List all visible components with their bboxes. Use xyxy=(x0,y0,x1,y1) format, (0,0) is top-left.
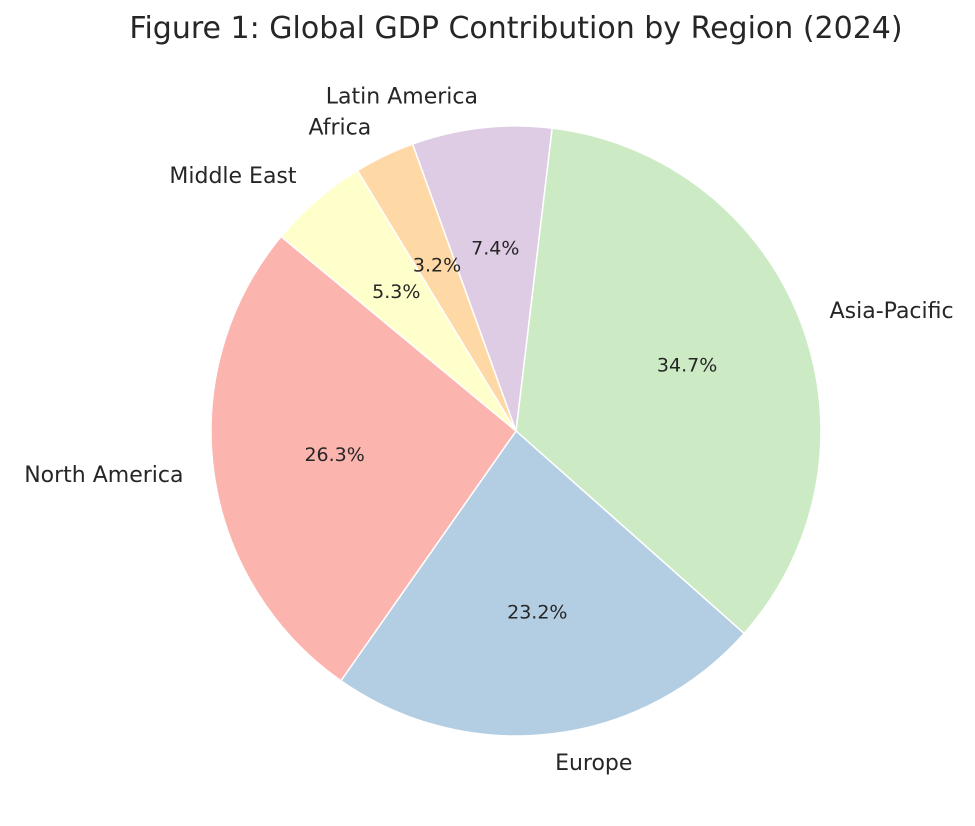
pie-slice-north-america xyxy=(210,235,518,682)
slice-label-middle-east: Middle East xyxy=(169,164,297,189)
pie-slice-europe xyxy=(339,429,746,737)
pct-label-latin-america: 7.4% xyxy=(471,238,519,260)
slice-label-latin-america: Latin America xyxy=(326,85,478,110)
slice-label-north-america: North America xyxy=(24,463,183,488)
pie-labels: Asia-Pacific 34.7% Europe 23.2% North Americ… xyxy=(24,85,953,777)
pie-slice-latin-america xyxy=(411,125,553,432)
pct-label-middle-east: 5.3% xyxy=(372,281,420,303)
chart-title: Figure 1: Global GDP Contribution by Reg… xyxy=(129,11,902,46)
slice-label-europe: Europe xyxy=(555,751,632,776)
slice-label-africa: Africa xyxy=(308,115,371,140)
pct-label-asia-pacific: 34.7% xyxy=(657,355,717,377)
pie-slice-asia-pacific xyxy=(515,127,822,635)
pct-label-africa: 3.2% xyxy=(413,254,461,276)
slice-label-asia-pacific: Asia-Pacific xyxy=(830,299,954,324)
pct-label-europe: 23.2% xyxy=(507,601,567,623)
pct-label-north-america: 26.3% xyxy=(304,444,364,466)
pie-slices xyxy=(210,125,822,737)
